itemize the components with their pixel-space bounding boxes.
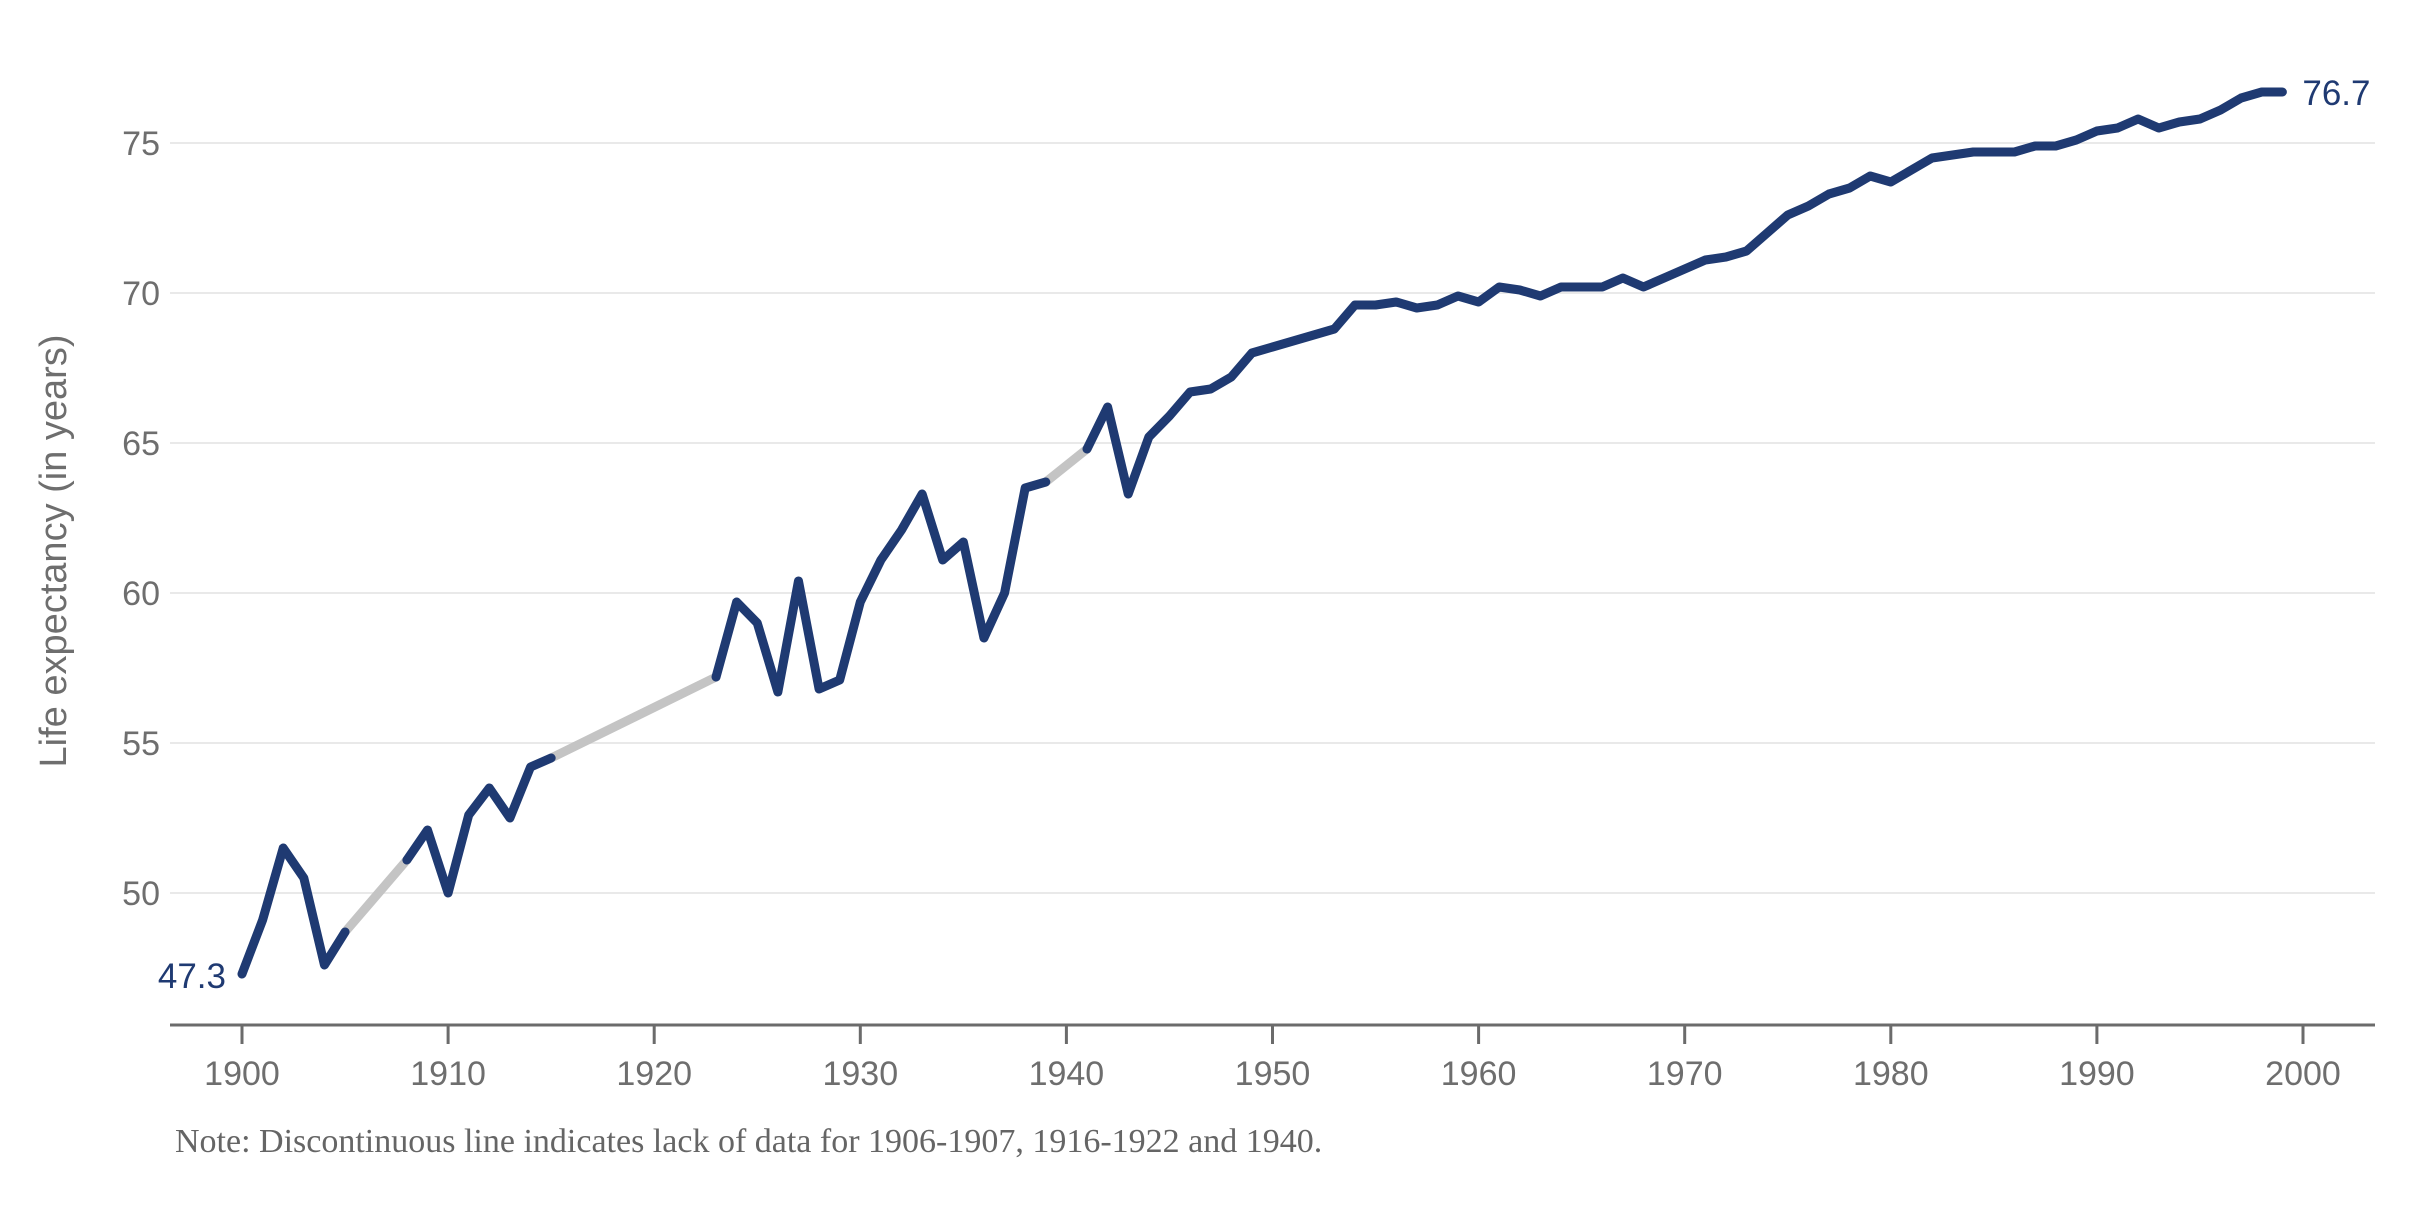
life-expectancy-line-segment (237, 843, 350, 979)
y-axis-title: Life expectancy (in years) (33, 335, 75, 768)
x-tick-label: 1920 (616, 1055, 692, 1093)
x-tick-label: 2000 (2265, 1055, 2341, 1093)
life-expectancy-line-segment (711, 477, 1051, 697)
x-tick-label: 1990 (2059, 1055, 2135, 1093)
x-tick-label: 1980 (1853, 1055, 1929, 1093)
gridlines (170, 142, 2375, 894)
missing-data-segment (340, 855, 412, 937)
line-series (237, 87, 2287, 979)
x-tick-label: 1950 (1235, 1055, 1311, 1093)
missing-data-segment (546, 672, 721, 763)
y-tick-label: 60 (122, 575, 160, 613)
start-value-label: 47.3 (158, 957, 226, 996)
missing-data-segment (1041, 444, 1092, 487)
x-tick-label: 1970 (1647, 1055, 1723, 1093)
y-tick-label: 70 (122, 275, 160, 313)
x-tick-label: 1940 (1029, 1055, 1105, 1093)
y-tick-label: 50 (122, 875, 160, 913)
x-tick-label: 1960 (1441, 1055, 1517, 1093)
life-expectancy-line-segment (1082, 87, 2287, 499)
x-tick-label: 1910 (410, 1055, 486, 1093)
y-tick-label: 55 (122, 725, 160, 763)
y-tick-label: 75 (122, 125, 160, 163)
end-value-label: 76.7 (2302, 74, 2370, 113)
note-text: Note: Discontinuous line indicates lack … (175, 1123, 1322, 1160)
y-tick-labels: 50 55 60 65 70 75 (122, 125, 160, 913)
life-expectancy-line-segment (402, 753, 556, 898)
x-tick-label: 1930 (822, 1055, 898, 1093)
y-tick-label: 65 (122, 425, 160, 463)
x-axis: 1900 1910 1920 1930 1940 1950 1960 1970 1980 1990… (170, 1023, 2375, 1093)
x-tick-label: 1900 (204, 1055, 280, 1093)
